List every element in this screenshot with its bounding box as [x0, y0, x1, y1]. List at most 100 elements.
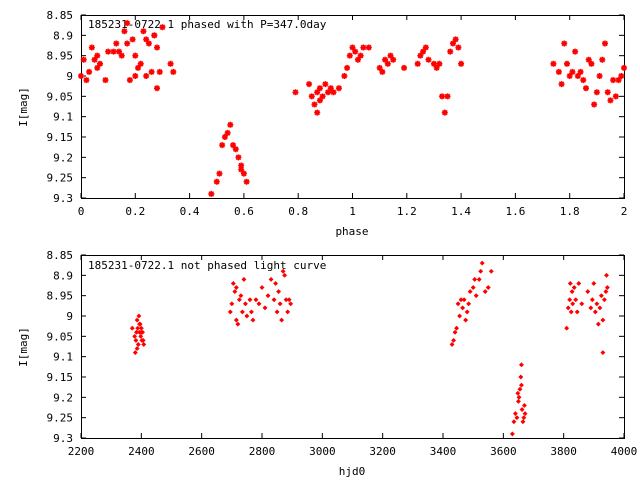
- data-point: [349, 44, 356, 51]
- data-point: [113, 40, 120, 47]
- data-point: [589, 297, 595, 303]
- data-point: [132, 350, 138, 356]
- data-point: [137, 60, 144, 67]
- x-tick-label: 4000: [611, 445, 638, 458]
- data-point: [566, 73, 573, 79]
- data-point: [612, 93, 619, 100]
- data-point: [550, 60, 557, 67]
- data-point: [242, 301, 248, 307]
- data-point: [325, 89, 332, 96]
- data-point: [256, 301, 262, 307]
- data-point: [593, 89, 600, 96]
- data-point: [135, 325, 141, 331]
- y-tick-label: 8.85: [47, 249, 74, 262]
- data-point: [262, 305, 268, 311]
- data-point: [80, 56, 87, 63]
- data-point: [561, 40, 568, 47]
- data-point: [467, 289, 473, 295]
- x-tick-label: 0.6: [234, 205, 254, 218]
- data-point: [518, 382, 524, 388]
- plot-frame: [81, 15, 625, 199]
- data-point: [288, 301, 294, 307]
- data-point: [276, 289, 282, 295]
- data-point: [555, 68, 562, 75]
- data-point: [594, 301, 600, 307]
- data-point: [134, 345, 140, 352]
- x-axis-title: hjd0: [339, 465, 366, 478]
- data-point: [558, 81, 565, 88]
- data-point: [571, 284, 577, 291]
- data-point: [91, 56, 98, 63]
- data-point: [621, 64, 627, 71]
- data-point: [576, 280, 582, 287]
- data-point: [603, 272, 610, 278]
- data-point: [596, 73, 603, 79]
- data-point: [327, 85, 334, 92]
- data-point: [567, 297, 573, 303]
- data-point: [516, 394, 522, 400]
- y-tick-label: 9: [66, 310, 73, 323]
- plot-title: 185231-0722.1 not phased light curve: [88, 259, 326, 272]
- x-tick-label: 0: [78, 205, 85, 218]
- data-point: [78, 73, 84, 79]
- data-point: [382, 56, 389, 63]
- data-point: [515, 398, 521, 404]
- data-point: [265, 293, 271, 299]
- data-point: [241, 276, 247, 282]
- data-point: [479, 260, 485, 266]
- data-point: [452, 36, 459, 43]
- data-point: [316, 97, 323, 104]
- data-point: [135, 341, 141, 348]
- data-point: [243, 178, 250, 185]
- data-point: [615, 77, 622, 84]
- data-point: [247, 297, 253, 303]
- data-point: [94, 52, 101, 59]
- data-point: [570, 301, 576, 307]
- data-point: [224, 129, 231, 136]
- data-point: [132, 73, 139, 79]
- data-point: [476, 276, 482, 282]
- x-tick-label: 2600: [188, 445, 215, 458]
- data-point: [521, 415, 527, 421]
- data-point: [110, 48, 117, 55]
- data-point: [236, 297, 242, 303]
- data-point: [88, 44, 95, 51]
- data-point: [488, 268, 494, 274]
- data-point: [134, 317, 140, 323]
- data-point: [563, 60, 570, 67]
- data-point: [230, 280, 236, 287]
- data-point: [141, 341, 147, 348]
- phased-light-curve-panel: 185231-0722.1 phased with P=347.0day pha…: [17, 9, 627, 238]
- data-point: [227, 121, 234, 128]
- data-point: [126, 77, 133, 84]
- data-point: [509, 431, 515, 437]
- data-point: [420, 48, 427, 55]
- data-point: [330, 89, 337, 96]
- data-point: [447, 48, 454, 55]
- data-point: [167, 60, 174, 67]
- data-point: [600, 350, 606, 356]
- data-point: [604, 284, 610, 291]
- data-point: [344, 64, 351, 71]
- data-point: [417, 52, 424, 59]
- data-point: [232, 146, 239, 153]
- data-point: [132, 333, 138, 339]
- data-point: [285, 309, 291, 315]
- y-tick-label: 8.95: [47, 50, 74, 63]
- data-point: [599, 56, 606, 63]
- data-point: [573, 297, 579, 303]
- data-point: [230, 142, 237, 149]
- data-point: [248, 309, 254, 315]
- data-point: [592, 309, 598, 315]
- x-tick-label: 3600: [490, 445, 517, 458]
- y-tick-label: 9.05: [47, 90, 74, 103]
- y-tick-label: 9.2: [53, 391, 73, 404]
- data-point: [273, 280, 279, 287]
- data-point: [279, 317, 285, 323]
- data-point: [159, 24, 166, 31]
- data-point: [461, 297, 467, 303]
- data-point: [430, 60, 437, 67]
- data-point: [601, 297, 607, 303]
- data-point: [603, 289, 609, 295]
- data-point: [136, 313, 142, 319]
